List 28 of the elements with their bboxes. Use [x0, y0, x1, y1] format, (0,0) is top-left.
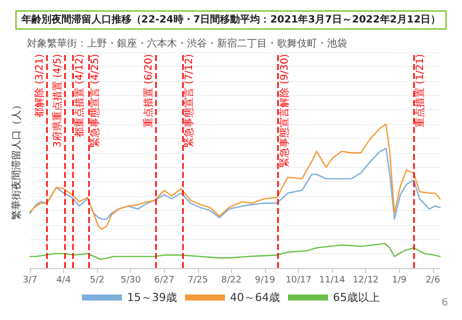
- text: 6: [442, 298, 448, 308]
- x-tick-label: 12/12: [352, 276, 379, 286]
- x-tick-label: 1/9: [392, 276, 407, 286]
- legend-label: 40～64歳: [230, 291, 280, 304]
- chart-subtitle: 対象繁華街：上野・銀座・六本木・渋谷・新宿二丁目・歌舞伎町・池袋: [27, 38, 347, 50]
- legend-label: 65歳以上: [332, 291, 380, 304]
- legend-label: 15～39歳: [127, 291, 178, 304]
- ref-line-label: 3府県重点措置 (4/5): [51, 54, 64, 148]
- ref-line-label: 重点措置 (1/21): [414, 54, 426, 128]
- x-tick-label: 7/25: [188, 276, 208, 286]
- x-tick-label: 5/30: [120, 276, 142, 286]
- ref-line-label: 緊急事態宣言解除 (9/30): [278, 54, 291, 168]
- x-tick-label: 4/4: [56, 276, 72, 286]
- ref-line-label: 緊急事態宣言 (7/12): [182, 54, 195, 148]
- x-tick-label: 9/19: [254, 276, 276, 286]
- ref-line-label: 都解除 (3/21): [33, 54, 46, 118]
- ref-line-label: 緊急事態宣言 (4/25): [89, 54, 102, 148]
- x-tick-label: 5/2: [90, 276, 104, 286]
- ref-line-label: 都重点措置 (4/12): [74, 54, 86, 138]
- x-tick-label: 10/17: [286, 276, 312, 286]
- chart-title: 年齢別夜間滞留人口推移（22-24時・7日間移動平均：2021年3月7日～2022年2月12日）: [20, 14, 441, 26]
- x-tick-label: 3/7: [22, 276, 38, 286]
- x-tick-label: 6/27: [154, 276, 174, 286]
- x-tick-label: 2/6: [426, 276, 440, 286]
- x-tick-label: 8/22: [221, 276, 242, 286]
- y-axis-title: 繁華街夜間滞留人口（人）: [10, 100, 22, 220]
- ref-line-label: 重点措置 (6/20): [142, 54, 154, 128]
- x-tick-label: 11/14: [319, 276, 346, 286]
